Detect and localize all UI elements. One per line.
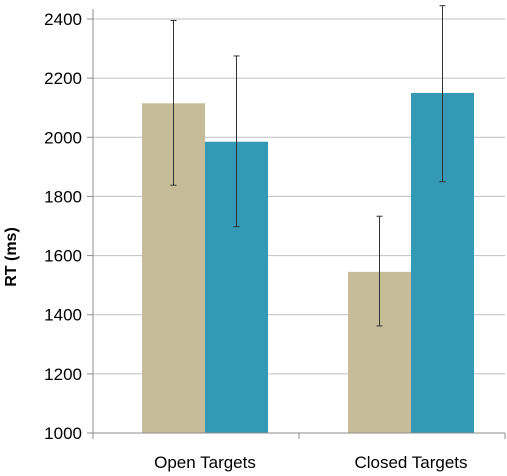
y-tick-label: 1400	[44, 306, 82, 325]
x-category-label: Closed Targets	[354, 453, 467, 472]
y-tick-label: 2400	[44, 10, 82, 29]
bars	[142, 92, 474, 434]
y-tick-label: 1600	[44, 247, 82, 266]
y-tick-labels: 1000 1200 1400 1600 1800 2000 2200 2400	[44, 10, 82, 443]
x-category-labels: Open Targets Closed Targets	[154, 453, 467, 472]
y-tick-label: 1200	[44, 365, 82, 384]
y-tick-label: 2000	[44, 128, 82, 147]
y-tick-label: 1800	[44, 187, 82, 206]
y-tick-label: 2200	[44, 69, 82, 88]
axes	[92, 9, 506, 439]
y-tick-label: 1000	[44, 424, 82, 443]
x-category-label: Open Targets	[154, 453, 256, 472]
error-bars	[170, 5, 446, 327]
y-axis-title: RT (ms)	[3, 227, 20, 287]
